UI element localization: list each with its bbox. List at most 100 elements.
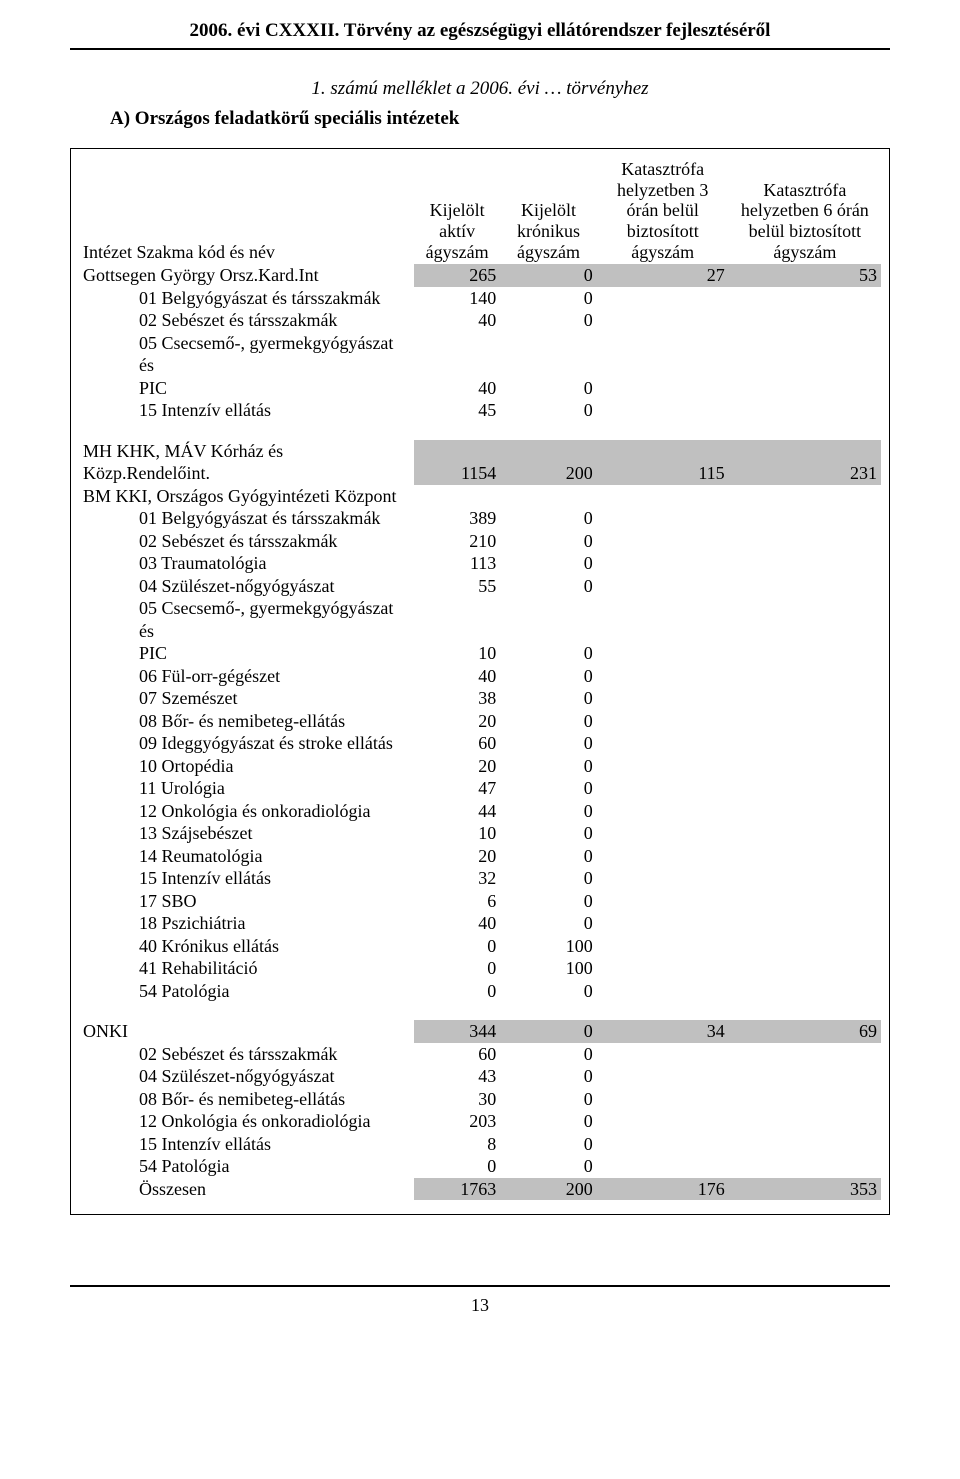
- col-header-chronic: Kijelölt krónikus ágyszám: [500, 159, 596, 264]
- cell-value: [597, 399, 729, 422]
- cell-label: 04 Szülészet-nőgyógyászat: [79, 575, 414, 598]
- cell-value: [729, 332, 881, 377]
- cell-value: [597, 552, 729, 575]
- institution-row: ONKI34403469: [79, 1020, 881, 1043]
- cell-value: 0: [500, 912, 596, 935]
- cell-value: [597, 485, 729, 508]
- table-row: 54 Patológia00: [79, 1155, 881, 1178]
- document-page: 2006. évi CXXXII. Törvény az egészségügy…: [0, 0, 960, 1356]
- cell-value: 0: [500, 530, 596, 553]
- cell-value: 6: [414, 890, 500, 913]
- cell-value: 0: [500, 845, 596, 868]
- table-row: 04 Szülészet-nőgyógyászat430: [79, 1065, 881, 1088]
- cell-value: 27: [597, 264, 729, 287]
- cell-label: PIC: [79, 377, 414, 400]
- cell-value: 0: [500, 867, 596, 890]
- footer-rule: [70, 1285, 890, 1287]
- cell-value: 8: [414, 1133, 500, 1156]
- col-header-6h: Katasztrófa helyzetben 6 órán belül bizt…: [729, 159, 881, 264]
- cell-value: [597, 890, 729, 913]
- cell-label: 01 Belgyógyászat és társszakmák: [79, 507, 414, 530]
- cell-label: 15 Intenzív ellátás: [79, 1133, 414, 1156]
- table-row: 02 Sebészet és társszakmák600: [79, 1043, 881, 1066]
- cell-value: [597, 1110, 729, 1133]
- cell-label: 15 Intenzív ellátás: [79, 867, 414, 890]
- cell-value: 1763: [414, 1178, 500, 1201]
- table-row: 09 Ideggyógyászat és stroke ellátás600: [79, 732, 881, 755]
- cell-value: 0: [500, 822, 596, 845]
- cell-value: 20: [414, 845, 500, 868]
- cell-value: 43: [414, 1065, 500, 1088]
- cell-value: [729, 935, 881, 958]
- cell-value: 0: [500, 1043, 596, 1066]
- cell-value: [729, 845, 881, 868]
- table-row: PIC400: [79, 377, 881, 400]
- cell-label: 02 Sebészet és társszakmák: [79, 530, 414, 553]
- cell-value: [597, 710, 729, 733]
- cell-value: [597, 1043, 729, 1066]
- table-body: Gottsegen György Orsz.Kard.Int2650275301…: [79, 264, 881, 1200]
- section-title: A) Országos feladatkörű speciális intéze…: [110, 108, 890, 130]
- totals-row: Összesen1763200176353: [79, 1178, 881, 1201]
- cell-label: 05 Csecsemő-, gyermekgyógyászat és: [79, 597, 414, 642]
- cell-value: 0: [500, 399, 596, 422]
- table-row: 17 SBO60: [79, 890, 881, 913]
- cell-value: [597, 1133, 729, 1156]
- table-row: 15 Intenzív ellátás450: [79, 399, 881, 422]
- cell-value: 231: [729, 440, 881, 485]
- cell-value: [500, 332, 596, 377]
- cell-value: 10: [414, 822, 500, 845]
- cell-value: [597, 1155, 729, 1178]
- cell-label: 54 Patológia: [79, 1155, 414, 1178]
- cell-value: [729, 822, 881, 845]
- cell-label: 11 Urológia: [79, 777, 414, 800]
- cell-value: [597, 800, 729, 823]
- cell-value: 60: [414, 732, 500, 755]
- table-header-row: Intézet Szakma kód és név Kijelölt aktív…: [79, 159, 881, 264]
- cell-value: [597, 980, 729, 1003]
- cell-value: [729, 1110, 881, 1133]
- cell-value: 0: [500, 377, 596, 400]
- cell-value: [597, 309, 729, 332]
- cell-value: 0: [500, 1110, 596, 1133]
- cell-value: [729, 1133, 881, 1156]
- cell-label: 54 Patológia: [79, 980, 414, 1003]
- cell-value: 200: [500, 440, 596, 485]
- cell-value: [729, 687, 881, 710]
- cell-value: 0: [500, 1155, 596, 1178]
- cell-value: [597, 332, 729, 377]
- cell-value: [729, 1155, 881, 1178]
- cell-label: 03 Traumatológia: [79, 552, 414, 575]
- cell-label: 02 Sebészet és társszakmák: [79, 309, 414, 332]
- table-row: 08 Bőr- és nemibeteg-ellátás200: [79, 710, 881, 733]
- col-header-active: Kijelölt aktív ágyszám: [414, 159, 500, 264]
- cell-value: 0: [500, 507, 596, 530]
- cell-value: 353: [729, 1178, 881, 1201]
- cell-value: [414, 597, 500, 642]
- cell-label: 01 Belgyógyászat és társszakmák: [79, 287, 414, 310]
- cell-value: 140: [414, 287, 500, 310]
- cell-value: [597, 1088, 729, 1111]
- table-row: 02 Sebészet és társszakmák2100: [79, 530, 881, 553]
- cell-value: [597, 777, 729, 800]
- cell-value: 0: [500, 1088, 596, 1111]
- cell-value: 40: [414, 377, 500, 400]
- cell-value: [729, 597, 881, 642]
- page-header-title: 2006. évi CXXXII. Törvény az egészségügy…: [70, 20, 890, 50]
- table-row: 02 Sebészet és társszakmák400: [79, 309, 881, 332]
- table-row: 04 Szülészet-nőgyógyászat550: [79, 575, 881, 598]
- cell-value: 0: [500, 1133, 596, 1156]
- cell-value: [597, 822, 729, 845]
- cell-value: 0: [500, 710, 596, 733]
- cell-value: 0: [500, 687, 596, 710]
- cell-value: [597, 642, 729, 665]
- spacer-row: [79, 1002, 881, 1020]
- cell-value: 115: [597, 440, 729, 485]
- table-row: 05 Csecsemő-, gyermekgyógyászat és: [79, 332, 881, 377]
- cell-value: [597, 665, 729, 688]
- cell-label: 02 Sebészet és társszakmák: [79, 1043, 414, 1066]
- cell-value: 69: [729, 1020, 881, 1043]
- institution-row-secondary: BM KKI, Országos Gyógyintézeti Központ: [79, 485, 881, 508]
- table-row: 07 Szemészet380: [79, 687, 881, 710]
- cell-value: 32: [414, 867, 500, 890]
